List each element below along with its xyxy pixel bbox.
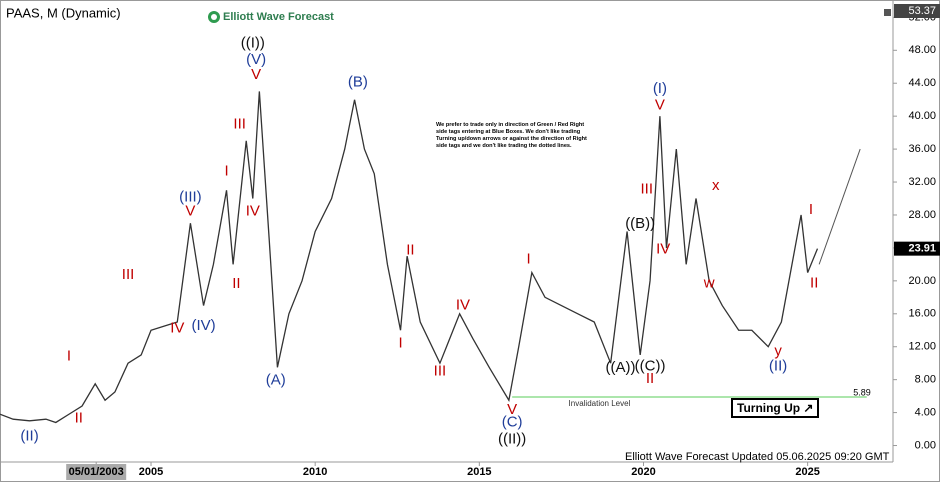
- x-tick-label: 2015: [467, 466, 491, 478]
- x-tick-label: 2025: [795, 466, 819, 478]
- wave-label: (II): [769, 357, 787, 374]
- trading-note: We prefer to trade only in direction of …: [436, 122, 587, 149]
- wave-label: I: [398, 334, 402, 351]
- wave-label: IV: [456, 297, 470, 314]
- wave-label: II: [75, 409, 83, 426]
- wave-label: V: [655, 96, 665, 113]
- footer: Elliott Wave Forecast Updated 05.06.2025…: [625, 451, 890, 463]
- wave-label: I: [526, 250, 530, 267]
- high-price-label: 53.37: [908, 5, 936, 17]
- logo-icon-inner: [211, 14, 217, 20]
- wave-label: V: [507, 401, 517, 418]
- wave-label: III: [233, 115, 246, 132]
- y-tick-label: 44.00: [908, 77, 936, 89]
- projection-line: [818, 148, 861, 265]
- wave-label: (III): [179, 189, 202, 206]
- wave-label: II: [810, 274, 818, 291]
- last-price-tag: [894, 241, 940, 256]
- price-line: [0, 91, 819, 424]
- wave-label: (A): [266, 371, 286, 388]
- wave-label: II: [232, 275, 240, 292]
- wave-label: ((I)): [241, 35, 265, 52]
- y-tick-label: 4.00: [915, 407, 936, 419]
- last-price-label: 23.91: [908, 243, 936, 255]
- wave-label: (IV): [191, 317, 215, 334]
- y-tick-label: 48.00: [908, 44, 936, 56]
- wave-label: II: [646, 370, 654, 387]
- wave-label: w: [703, 274, 715, 291]
- high-price-tag: [894, 4, 940, 18]
- wave-label: III: [122, 266, 135, 283]
- wave-label: III: [434, 362, 447, 379]
- y-tick-label: 0.00: [915, 439, 936, 451]
- wave-label: V: [251, 66, 261, 83]
- wave-label: (V): [246, 51, 266, 68]
- signal-box: Turning Up ↗: [731, 398, 820, 418]
- wave-label: IV: [656, 241, 670, 258]
- wave-label: IV: [170, 320, 184, 337]
- wave-label: IV: [246, 203, 260, 220]
- wave-label: ((C)): [635, 357, 666, 374]
- wave-label: x: [712, 177, 720, 194]
- wave-label: y: [774, 343, 782, 360]
- invalidation-value: 5.89: [853, 387, 871, 397]
- y-tick-label: 8.00: [915, 374, 936, 386]
- wave-label: II: [406, 241, 414, 258]
- wave-label: (I): [653, 80, 667, 97]
- x-tick-label: 05/01/2003: [69, 466, 124, 478]
- wave-label: ((B)): [625, 215, 655, 232]
- chart-title: PAAS, M (Dynamic): [6, 5, 121, 20]
- x-tick-label: 2005: [139, 466, 163, 478]
- wave-label: (II): [20, 427, 38, 444]
- wave-label: I: [224, 162, 228, 179]
- x-tick-label: 2010: [303, 466, 327, 478]
- logo: Elliott Wave Forecast: [223, 11, 334, 23]
- y-tick-label: 12.00: [908, 341, 936, 353]
- y-tick-label: 16.00: [908, 308, 936, 320]
- y-tick-label: 20.00: [908, 275, 936, 287]
- wave-label: (C): [502, 413, 523, 430]
- y-tick-label: 36.00: [908, 143, 936, 155]
- x-tick-highlight: [66, 464, 127, 480]
- wave-label: III: [641, 180, 654, 197]
- y-tick-label: 32.00: [908, 176, 936, 188]
- wave-label: V: [185, 203, 195, 220]
- wave-label: (B): [348, 73, 368, 90]
- wave-label: ((A)): [606, 359, 636, 376]
- x-tick-label: 2020: [631, 466, 655, 478]
- invalidation-label: Invalidation Level: [569, 399, 631, 408]
- wave-label: I: [809, 201, 813, 218]
- y-tick-label: 40.00: [908, 110, 936, 122]
- corner-icon: [884, 9, 891, 16]
- wave-label: ((II)): [498, 431, 526, 448]
- y-tick-label: 28.00: [908, 209, 936, 221]
- wave-label: I: [67, 348, 71, 365]
